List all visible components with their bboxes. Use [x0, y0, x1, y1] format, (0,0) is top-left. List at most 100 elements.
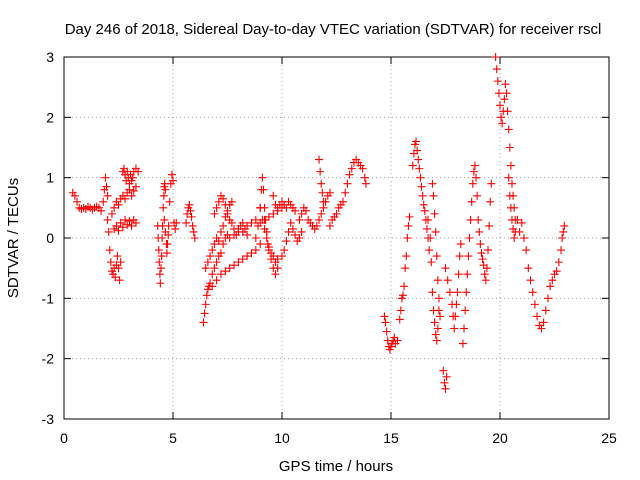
data-point — [404, 221, 413, 230]
data-point — [271, 270, 280, 279]
data-point — [316, 167, 325, 176]
data-point — [361, 179, 370, 188]
data-point — [439, 366, 448, 375]
data-point — [186, 206, 195, 215]
data-point — [436, 312, 445, 321]
data-point — [501, 80, 510, 89]
data-point — [515, 227, 524, 236]
series-seg-15.5h — [395, 212, 414, 324]
series-seg-11h — [295, 188, 334, 233]
y-tick-label: 0 — [46, 230, 54, 246]
data-point — [201, 300, 210, 309]
series-seg-17h-b — [439, 366, 451, 393]
data-point — [401, 264, 410, 273]
data-point — [219, 194, 228, 203]
series-seg-9h-falling — [256, 203, 282, 267]
data-point — [487, 179, 496, 188]
series-seg-19h — [474, 179, 496, 285]
data-point — [413, 146, 422, 155]
data-point — [110, 203, 119, 212]
data-point — [462, 288, 471, 297]
data-point — [264, 243, 273, 252]
data-point — [319, 197, 328, 206]
data-point — [464, 252, 473, 261]
data-point — [433, 324, 442, 333]
x-axis-label: GPS time / hours — [279, 458, 393, 475]
data-point — [537, 324, 546, 333]
data-point — [161, 185, 170, 194]
data-point — [318, 188, 327, 197]
data-point — [214, 197, 223, 206]
data-point — [201, 264, 210, 273]
data-point — [230, 261, 239, 270]
data-point — [396, 306, 405, 315]
data-point — [254, 221, 263, 230]
data-point — [297, 209, 306, 218]
data-point — [559, 227, 568, 236]
data-point — [163, 240, 172, 249]
data-point — [412, 137, 421, 146]
series-seg-early — [68, 173, 112, 215]
data-point — [247, 249, 256, 258]
series-seg-6h-rise — [199, 230, 232, 327]
data-point — [214, 237, 223, 246]
data-point — [460, 324, 469, 333]
data-point — [343, 179, 352, 188]
series-seg-2h-high — [118, 164, 143, 188]
data-point — [243, 221, 252, 230]
data-point — [127, 221, 136, 230]
data-point — [101, 173, 110, 182]
data-point — [456, 240, 465, 249]
data-point — [113, 252, 122, 261]
data-point — [116, 218, 125, 227]
data-point — [165, 197, 174, 206]
series-seg-17.5h — [441, 240, 465, 333]
data-point — [458, 339, 467, 348]
data-point — [280, 246, 289, 255]
data-point — [503, 107, 512, 116]
data-point — [262, 234, 271, 242]
data-point — [301, 206, 310, 215]
series-seg-2h-rise — [107, 182, 140, 218]
data-point — [325, 188, 334, 197]
data-point — [400, 282, 409, 291]
data-point — [286, 218, 295, 227]
data-point — [415, 164, 424, 173]
data-point — [315, 215, 324, 224]
data-point — [99, 197, 108, 206]
series-seg-16h — [408, 137, 434, 255]
data-point — [339, 197, 348, 206]
data-point — [517, 218, 526, 227]
data-point — [107, 209, 116, 218]
data-point — [398, 291, 407, 300]
series-seg-18h — [458, 161, 482, 348]
data-point — [317, 209, 326, 218]
data-point — [347, 164, 356, 173]
data-point — [269, 191, 278, 200]
data-point — [468, 179, 477, 188]
data-point — [171, 224, 180, 233]
data-point — [403, 234, 412, 242]
data-point — [273, 255, 282, 264]
data-point — [443, 276, 452, 285]
data-point — [216, 270, 225, 279]
data-point — [467, 197, 476, 206]
y-tick-label: -2 — [42, 351, 55, 367]
data-point — [269, 209, 278, 218]
data-point — [118, 223, 127, 232]
data-point — [216, 249, 225, 258]
data-point — [114, 264, 123, 273]
data-points — [68, 53, 569, 393]
data-point — [317, 179, 326, 188]
data-point — [440, 378, 449, 387]
data-point — [426, 234, 435, 242]
data-point — [154, 246, 163, 255]
data-point — [269, 252, 278, 261]
data-point — [552, 267, 561, 276]
data-point — [496, 101, 504, 110]
data-point — [506, 161, 515, 170]
data-point — [212, 276, 221, 285]
data-point — [513, 215, 522, 224]
data-point — [282, 237, 291, 246]
data-point — [429, 191, 438, 200]
